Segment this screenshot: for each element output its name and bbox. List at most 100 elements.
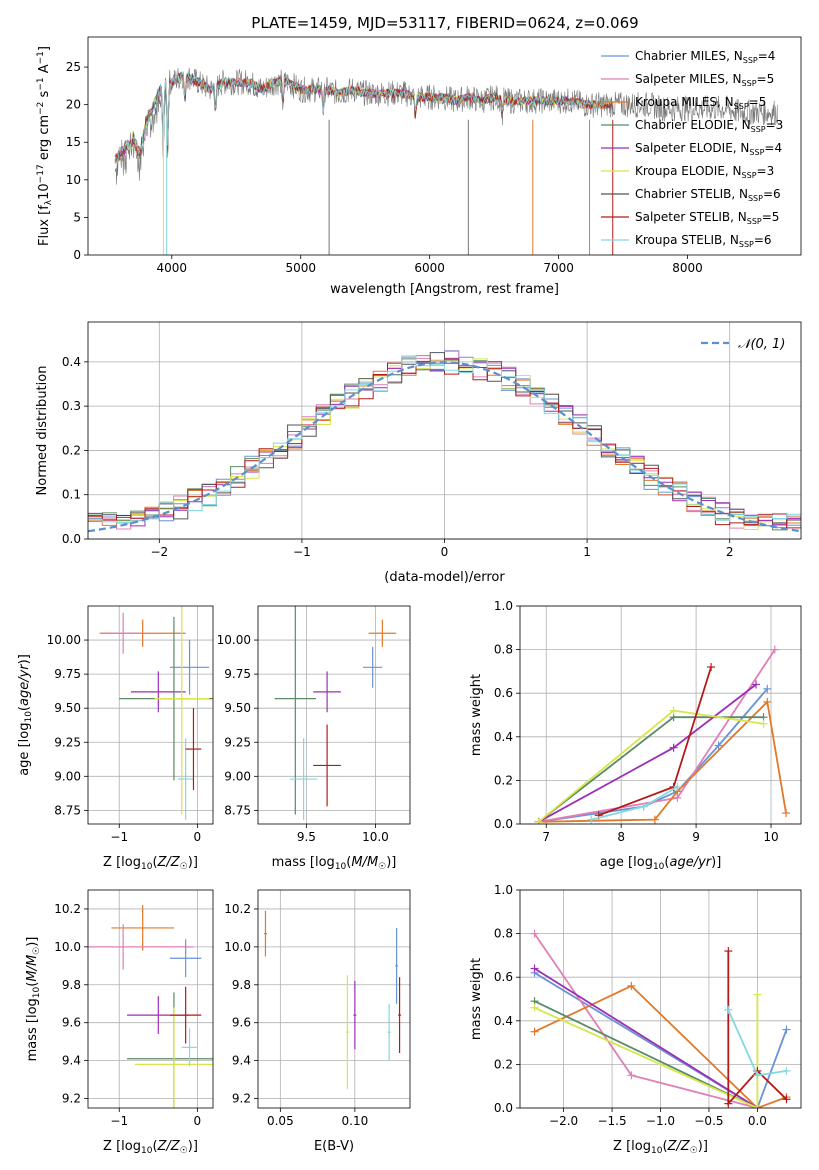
x-axis-label: wavelength [Angstrom, rest frame] [330,282,559,297]
y-axis-label: Flux [fλ10−17 erg cm−2 s−1 A−1] [36,46,54,246]
y-tick-label: 10.00 [217,633,251,647]
y-tick-label: 9.8 [62,978,81,992]
mass-weight-series [534,1000,758,1108]
label-part: 10 [141,862,153,872]
x-axis-label: Z [log10(Z/Z☉)] [103,855,198,872]
label-part: 10 [651,1146,663,1156]
y-tick-label: 9.00 [54,769,81,783]
y-tick-label: 0.1 [62,488,81,502]
axes-age_vs_Z: −1 0 8.75 9.00 9.25 9.50 9.75 10.00 [47,606,213,844]
legend-label: Chabrier MILES, N [635,49,743,63]
label-part: age [log [17,723,32,776]
axes-mass_vs_EBV: 0.05 0.10 9.2 9.4 9.6 9.8 10.0 10.2 [224,890,410,1128]
legend-subscript: SSP [734,102,749,111]
x-tick-label: 0.0 [748,1114,767,1128]
axes-frame [257,605,411,825]
legend-label: Chabrier ELODIE, N [635,118,751,132]
label-part: )] [17,654,32,664]
y-tick-label: 5 [73,210,81,224]
legend-subscript: SSP [739,240,754,249]
legend-entry: Salpeter MILES, NSSP=5 [635,72,774,88]
label-part: 10 [335,862,347,872]
y-tick-label: 1.0 [494,599,513,613]
x-axis-label: (data-model)/error [384,570,505,585]
legend-label: Chabrier STELIB, N [635,187,748,201]
label-part: 10 [141,1146,153,1156]
x-tick-label: −1.0 [646,1114,675,1128]
y-tick-label: 9.75 [224,667,251,681]
legend-label: Kroupa MILES, N [635,95,734,109]
axes-frame [519,605,802,825]
label-part: −17 [36,164,46,183]
y-tick-label: 10.0 [54,940,81,954]
y-tick-label: 0.0 [494,817,513,831]
y-tick-label: 9.75 [54,667,81,681]
label-part: mass [log [25,998,40,1061]
label-part: Z [log [103,855,141,870]
legend-entry: Chabrier ELODIE, NSSP=3 [635,118,783,134]
x-axis-label: age [log10(age/yr)] [600,855,722,872]
y-tick-label: 0.6 [494,686,513,700]
mass-weight-series [590,786,678,821]
axes-frame [257,889,411,1109]
histogram-series [88,355,801,524]
legend-entry: 𝒩(0, 1) [738,337,785,352]
y-tick-label: 9.6 [232,1016,251,1030]
legend-entry: Kroupa ELODIE, NSSP=3 [635,164,774,180]
label-part: −1 [36,77,46,90]
label-part: ☉ [180,862,188,872]
label-part: erg cm [37,115,52,164]
label-part: age [log [600,855,653,870]
x-tick-label: 9 [692,830,700,844]
y-axis-label: Normed distribution [35,366,50,496]
y-tick-label: 9.4 [232,1054,251,1068]
label-part: age/yr [17,663,32,706]
legend-count: =3 [766,118,784,132]
legend-subscript: SSP [742,79,757,88]
y-tick-label: 9.6 [62,1016,81,1030]
label-part: s [37,90,52,101]
y-tick-label: 20 [66,98,81,112]
y-tick-label: 0.4 [62,355,81,369]
axes-frame [87,605,214,825]
crosses-mass_vs_Z [88,905,213,1108]
y-tick-label: 0.0 [494,1101,513,1115]
legend-label: Kroupa STELIB, N [635,233,739,247]
label-part: ☉ [180,1146,188,1156]
y-tick-label: 0.8 [494,927,513,941]
spectrum-lines [114,68,779,255]
label-part: −1 [36,51,46,64]
label-part: mass [log [272,855,335,870]
axes-frame [87,36,802,256]
x-tick-label: 2 [726,545,734,559]
legend-count: =6 [754,233,772,247]
legend-count: =3 [757,164,775,178]
label-part: Flux [f [37,205,52,246]
label-part: ( [152,1139,157,1154]
x-tick-label: 10 [763,830,778,844]
axes-massweight_vs_age: 7 8 9 10 0.0 0.2 0.4 0.6 0.8 1.0 [494,599,801,844]
x-axis-label: mass [log10(M/M☉)] [272,855,397,872]
label-part: Z/Z [667,1139,691,1154]
y-tick-label: 0.4 [494,730,513,744]
spectrum-model [114,71,609,164]
mass-weight-series [598,666,712,817]
legend-entry: Salpeter ELODIE, NSSP=4 [635,141,782,157]
label-part: mass weight [469,958,484,1040]
label-part: )] [25,937,40,947]
label-part: ] [37,46,52,51]
legend-entry: Salpeter STELIB, NSSP=5 [635,210,779,226]
label-part: ☉ [690,1146,698,1156]
x-tick-label: −0.5 [694,1114,723,1128]
label-part: 10 [653,862,665,872]
x-tick-label: 0 [441,545,449,559]
axes-frame [87,321,802,540]
lines-massweight_vs_age [534,645,791,824]
x-tick-label: −1 [110,1114,128,1128]
x-tick-label: −2.0 [549,1114,578,1128]
mass-weight-series [534,967,758,1108]
y-tick-label: 9.4 [62,1054,81,1068]
y-tick-label: 10.00 [47,633,81,647]
label-part: (data-model)/error [384,570,505,585]
legend-label: Salpeter MILES, N [635,72,742,86]
